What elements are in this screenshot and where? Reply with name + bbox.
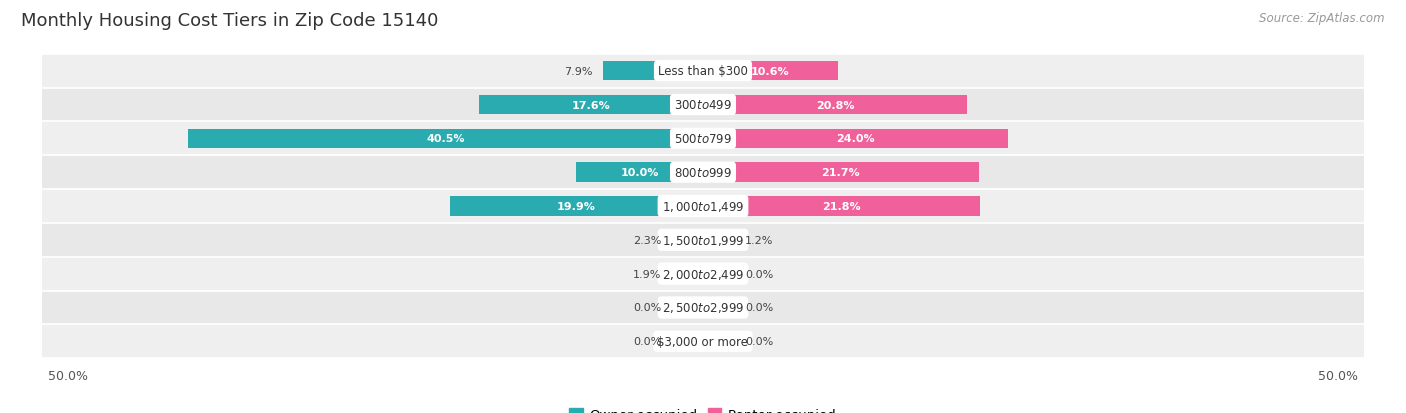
Bar xyxy=(703,62,838,81)
Bar xyxy=(603,62,703,81)
Text: $800 to $999: $800 to $999 xyxy=(673,166,733,179)
Text: $3,000 or more: $3,000 or more xyxy=(658,335,748,348)
Text: $300 to $499: $300 to $499 xyxy=(673,99,733,112)
Text: 19.9%: 19.9% xyxy=(557,202,596,211)
Text: 0.0%: 0.0% xyxy=(745,337,773,347)
Text: 10.0%: 10.0% xyxy=(620,168,658,178)
Bar xyxy=(188,129,703,149)
Text: 0.0%: 0.0% xyxy=(633,303,661,313)
Text: 0.0%: 0.0% xyxy=(633,337,661,347)
Bar xyxy=(703,95,967,115)
Bar xyxy=(42,291,1364,325)
Bar xyxy=(703,163,979,183)
Text: 21.8%: 21.8% xyxy=(823,202,860,211)
Bar xyxy=(42,190,1364,223)
Bar xyxy=(703,332,735,351)
Text: $1,500 to $1,999: $1,500 to $1,999 xyxy=(662,233,744,247)
Text: 21.7%: 21.7% xyxy=(821,168,860,178)
Bar xyxy=(42,55,1364,88)
Text: $2,000 to $2,499: $2,000 to $2,499 xyxy=(662,267,744,281)
Text: $2,500 to $2,999: $2,500 to $2,999 xyxy=(662,301,744,315)
Text: 24.0%: 24.0% xyxy=(837,134,875,144)
Text: 1.9%: 1.9% xyxy=(633,269,661,279)
Text: 1.2%: 1.2% xyxy=(745,235,773,245)
Legend: Owner-occupied, Renter-occupied: Owner-occupied, Renter-occupied xyxy=(564,402,842,413)
Bar xyxy=(671,264,703,284)
Text: 20.8%: 20.8% xyxy=(815,100,855,110)
Bar xyxy=(42,223,1364,257)
Bar xyxy=(703,230,735,250)
Bar xyxy=(671,298,703,318)
Bar xyxy=(576,163,703,183)
Bar xyxy=(42,122,1364,156)
Bar xyxy=(450,197,703,216)
Bar xyxy=(42,257,1364,291)
Bar xyxy=(42,156,1364,190)
Bar xyxy=(479,95,703,115)
Text: 0.0%: 0.0% xyxy=(745,303,773,313)
Bar xyxy=(671,230,703,250)
Bar xyxy=(703,197,980,216)
Text: $1,000 to $1,499: $1,000 to $1,499 xyxy=(662,199,744,214)
Bar xyxy=(703,298,735,318)
Text: 2.3%: 2.3% xyxy=(633,235,661,245)
Text: 17.6%: 17.6% xyxy=(572,100,610,110)
Text: 7.9%: 7.9% xyxy=(564,66,592,76)
Bar xyxy=(671,332,703,351)
Text: Source: ZipAtlas.com: Source: ZipAtlas.com xyxy=(1260,12,1385,25)
Bar xyxy=(42,88,1364,122)
Text: 40.5%: 40.5% xyxy=(426,134,465,144)
Bar xyxy=(703,129,1008,149)
Text: Monthly Housing Cost Tiers in Zip Code 15140: Monthly Housing Cost Tiers in Zip Code 1… xyxy=(21,12,439,30)
Bar xyxy=(42,325,1364,358)
Text: 10.6%: 10.6% xyxy=(751,66,790,76)
Text: $500 to $799: $500 to $799 xyxy=(673,133,733,145)
Bar xyxy=(703,264,735,284)
Text: Less than $300: Less than $300 xyxy=(658,65,748,78)
Text: 0.0%: 0.0% xyxy=(745,269,773,279)
